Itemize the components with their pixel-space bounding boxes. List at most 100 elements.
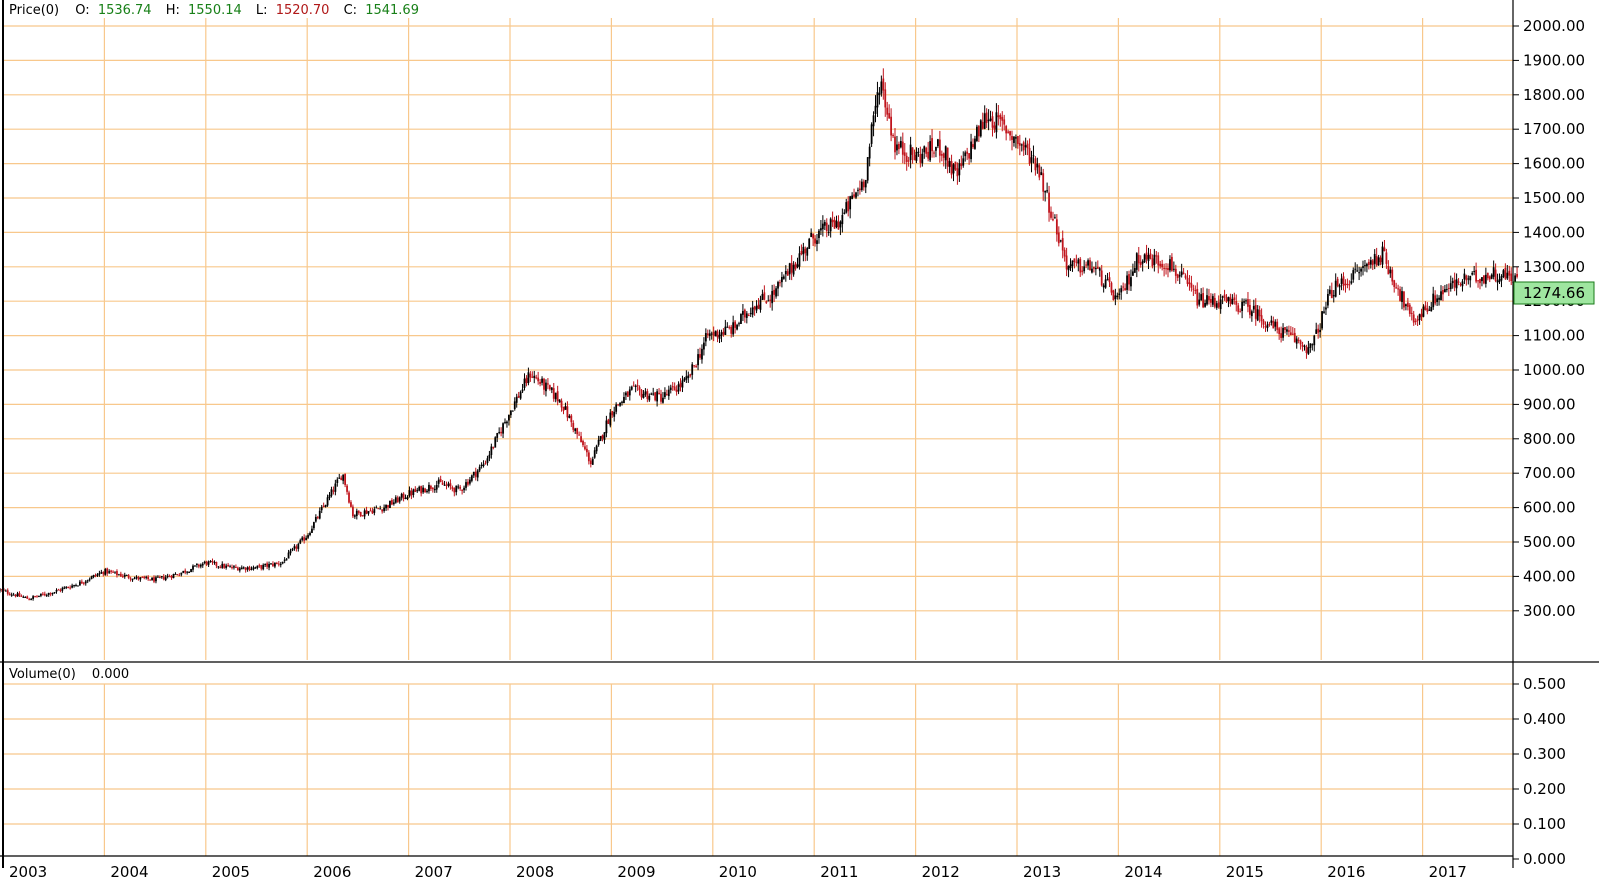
candle [779,279,781,287]
candle [426,489,428,494]
candle [1007,129,1010,134]
candle [1079,257,1082,277]
candle [644,388,647,397]
candle [207,560,210,568]
candle [589,457,592,468]
candle [1223,289,1226,301]
x-tick-label: 2016 [1327,863,1365,881]
candle [1488,275,1491,283]
candle [266,561,269,570]
svg-text:Volume(0) 0.000: Volume(0) 0.000 [9,667,129,682]
candle [829,217,832,238]
candle [808,237,811,249]
candle [1171,253,1173,272]
candle [738,321,740,327]
candle [262,563,265,571]
price-y-tick-label: 1000.00 [1523,361,1585,379]
candle [1180,263,1183,278]
candle [1235,294,1238,312]
candle [242,566,245,570]
candle [962,151,965,168]
candle [162,574,165,581]
candle [747,313,750,317]
candle [974,135,976,150]
candle [765,300,768,305]
candle [1467,275,1470,285]
candle [348,490,350,504]
candle [591,456,594,465]
candle [864,179,867,194]
candle [843,209,846,215]
x-tick-label: 2010 [719,863,757,881]
candle [1504,263,1507,280]
candle [164,574,167,582]
candle [1323,306,1325,314]
candle [845,198,848,214]
candle [1401,286,1403,310]
candle [205,560,208,567]
candle [1040,166,1043,176]
candle [1494,263,1497,283]
price-y-tick-label: 1700.00 [1523,120,1585,138]
candle [654,391,657,402]
candle [166,573,169,579]
candle [859,180,861,195]
last-price-value: 1274.66 [1523,284,1585,302]
candle [1,588,3,592]
candle [182,570,185,574]
candle [123,572,126,579]
candle [671,382,674,391]
candle [849,195,852,219]
candle [1346,278,1349,289]
candle [1249,298,1251,319]
low-value: 1520.70 [276,3,330,18]
candle [246,566,249,572]
candle [1430,302,1433,312]
candle [1422,304,1425,318]
candle [527,367,530,386]
candle [1330,282,1333,299]
candle [1133,261,1136,274]
candle [86,579,89,584]
candle [923,145,926,159]
candle [1393,279,1396,293]
candle [32,595,35,601]
price-y-tick-label: 1600.00 [1523,155,1585,173]
candle [1252,299,1255,314]
candle [790,255,793,281]
candle [1083,260,1086,274]
candle [254,566,257,569]
candle [449,479,452,490]
candle [1153,248,1156,272]
candle [710,331,713,340]
candle [1282,323,1284,341]
candle [931,129,933,158]
candle [223,563,226,569]
x-tick-label: 2017 [1429,863,1467,881]
candle [116,569,118,578]
candle [80,579,83,585]
candle [938,130,941,163]
candle [1200,288,1203,301]
candle [558,399,561,403]
candle [792,261,795,277]
candle [1213,293,1216,309]
candle [1258,305,1261,323]
candle [548,384,551,391]
candle [344,473,347,488]
candle [1338,283,1341,295]
candle [547,378,549,390]
candle [839,220,842,236]
candle [1147,247,1150,270]
candle [108,569,111,574]
candle [1375,247,1378,267]
candle [1327,289,1329,309]
candle [1104,274,1107,289]
candle [494,436,497,448]
candle [1075,254,1078,267]
candle [1194,285,1197,295]
candle [338,473,341,479]
candle [831,211,834,227]
candle [1112,289,1115,301]
